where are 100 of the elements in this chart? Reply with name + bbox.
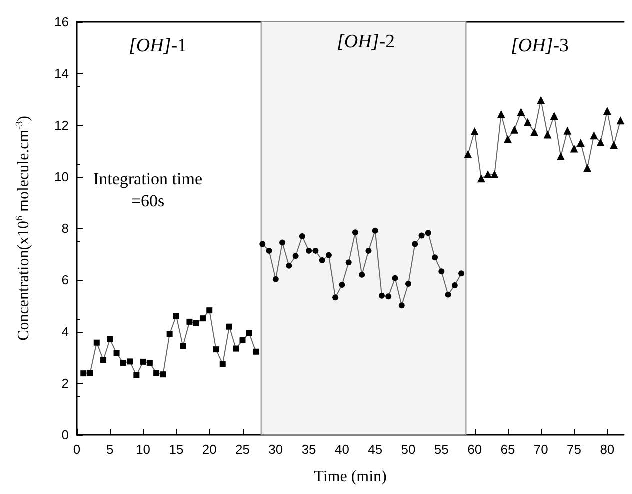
y-tick-label: 2 (62, 376, 69, 391)
point (154, 370, 160, 376)
point (160, 372, 166, 378)
point (490, 170, 499, 179)
point (339, 282, 346, 288)
point (233, 346, 240, 352)
point (379, 292, 385, 299)
x-tick-label: 60 (468, 442, 482, 457)
point (537, 96, 546, 104)
point (584, 164, 592, 172)
point (286, 262, 292, 269)
point (524, 118, 532, 126)
point (253, 348, 260, 355)
point (319, 258, 326, 264)
point (564, 126, 572, 135)
point (412, 241, 418, 248)
point (292, 253, 299, 260)
point (312, 248, 319, 254)
x-tick-label: 70 (534, 442, 548, 457)
x-tick-label: 35 (302, 442, 316, 457)
x-tick-label: 10 (136, 442, 151, 457)
x-tick-label: 55 (434, 442, 449, 457)
point (80, 370, 87, 377)
point (464, 150, 472, 158)
point (87, 370, 94, 376)
point (100, 357, 107, 364)
x-tick-label: 0 (73, 442, 81, 457)
point (246, 330, 252, 336)
point (406, 281, 412, 287)
point (570, 144, 578, 153)
y-axis-title: Concentration(x106 molecule.cm-3) (14, 116, 32, 341)
point (107, 336, 114, 342)
y-tick-label: 6 (62, 272, 69, 288)
point (213, 346, 220, 353)
point (504, 135, 512, 144)
x-tick-label: 40 (334, 442, 350, 457)
x-axis-title: Time (min) (314, 468, 387, 486)
point (180, 343, 186, 350)
point (544, 130, 552, 139)
point (425, 230, 432, 236)
point (392, 275, 398, 282)
point (266, 248, 272, 254)
point (484, 170, 492, 179)
point (299, 234, 306, 240)
point (438, 268, 445, 275)
annotation: Integration time =60s (93, 170, 203, 210)
point (398, 302, 405, 309)
point (616, 116, 625, 125)
point (146, 360, 153, 366)
point (200, 316, 206, 322)
point (530, 128, 538, 136)
x-tick-label: 45 (368, 442, 383, 457)
point (510, 126, 519, 134)
point (173, 313, 180, 320)
point (497, 110, 506, 118)
point (226, 324, 232, 330)
y-tick-label: 4 (62, 324, 69, 340)
point (590, 132, 598, 140)
point (603, 107, 612, 116)
point (366, 248, 372, 254)
point (166, 331, 173, 338)
point (140, 358, 146, 365)
point (326, 252, 332, 258)
point (557, 152, 566, 160)
point (576, 139, 585, 148)
point (186, 318, 193, 325)
y-tick-label: 12 (54, 118, 69, 133)
x-tick-label: 50 (401, 442, 416, 457)
point (332, 294, 339, 301)
x-tick-label: 75 (567, 442, 582, 457)
point (432, 254, 438, 261)
point (120, 360, 126, 366)
point (127, 358, 134, 365)
annotation: [OH]-3 (510, 36, 570, 56)
point (517, 108, 526, 116)
point (134, 372, 140, 378)
point (386, 294, 392, 300)
x-tick-label: 25 (236, 442, 250, 457)
point (458, 270, 465, 277)
annotation: [OH]-1 (128, 36, 188, 56)
x-tick-label: 5 (106, 442, 114, 457)
point (359, 272, 366, 278)
point (372, 228, 378, 234)
point (206, 308, 213, 314)
y-tick-label: 0 (62, 428, 69, 442)
point (346, 260, 352, 266)
point (352, 230, 358, 236)
point (94, 340, 100, 346)
y-tick-label: 14 (54, 66, 69, 82)
point (550, 112, 558, 120)
point (445, 292, 452, 298)
point (260, 241, 266, 248)
point (193, 320, 200, 326)
x-tick-label: 15 (169, 442, 184, 457)
point (272, 276, 279, 282)
point (596, 138, 605, 147)
point (477, 174, 486, 183)
point (306, 248, 312, 254)
y-tick-label: 16 (54, 14, 69, 30)
annotation: [OH]-2 (336, 32, 396, 52)
